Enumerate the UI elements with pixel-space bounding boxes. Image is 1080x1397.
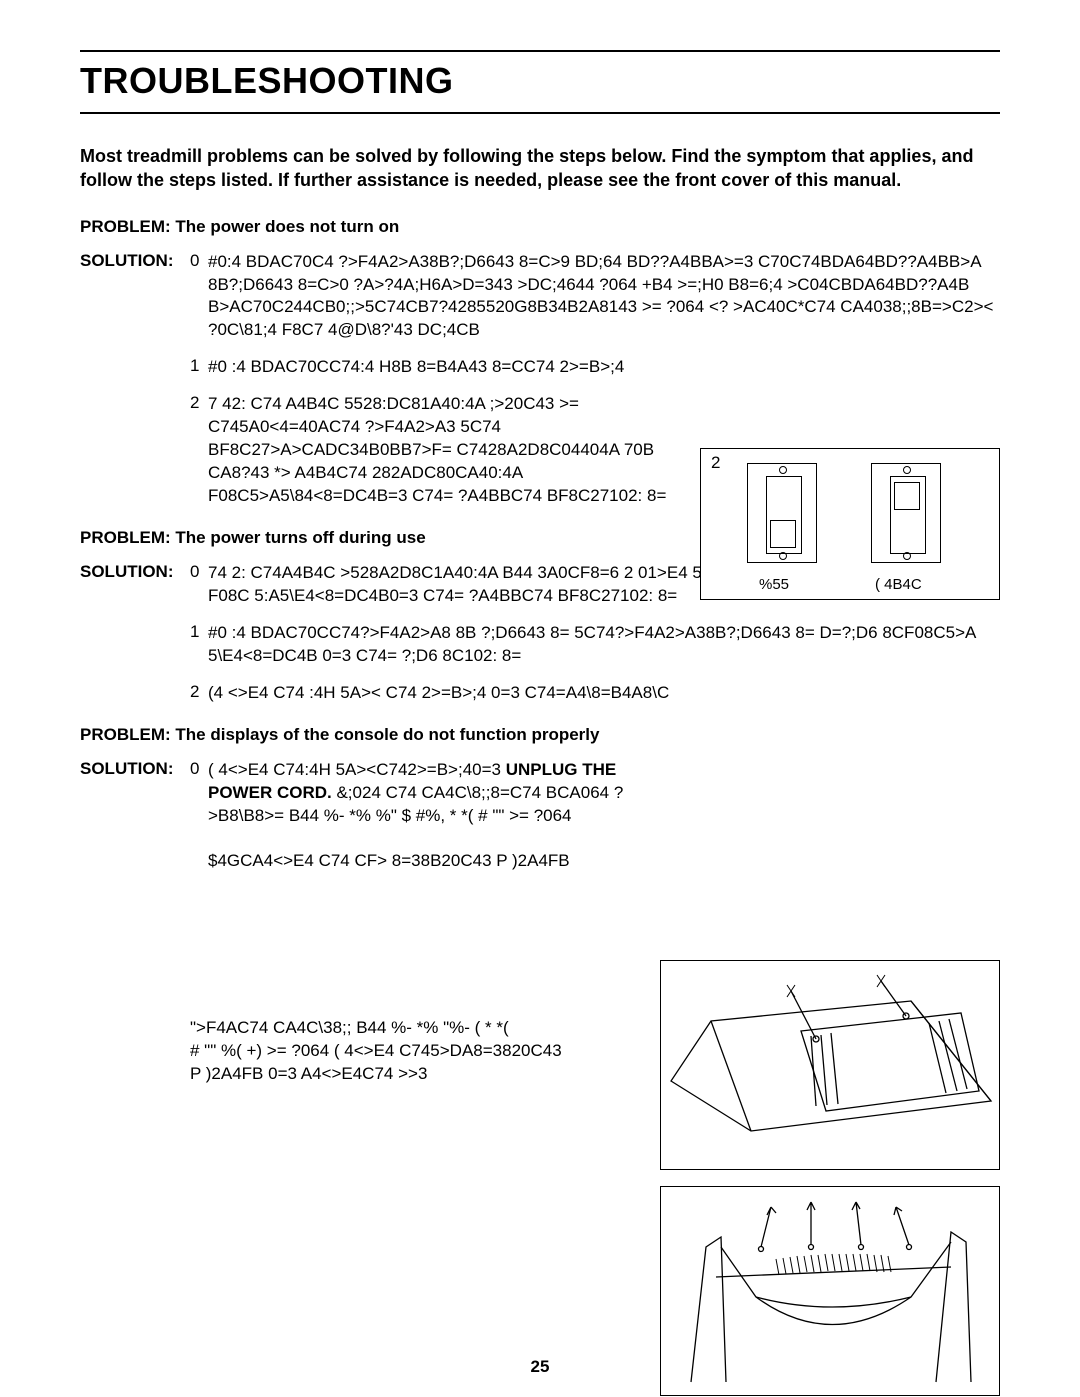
switch-reset-label: ( 4B4C xyxy=(875,576,922,593)
solution-num: 0 xyxy=(190,562,202,608)
figure-switch: 2 %55 ( 4B4C xyxy=(700,448,1000,600)
solution-pre: ( 4<>E4 C74:4H 5A><C742>=B>;40=3 xyxy=(208,760,506,779)
solution-label: SOLUTION: xyxy=(80,759,190,874)
solution-num: 2 xyxy=(190,393,202,508)
page-number: 25 xyxy=(0,1357,1080,1377)
figure-underside xyxy=(660,960,1000,1170)
problem-heading: PROBLEM: The power does not turn on xyxy=(80,217,1000,237)
page-title: TROUBLESHOOTING xyxy=(80,60,1000,102)
solution-extra: ">F4AC74 CA4C\38;; B44 %- *% "%- ( * *( … xyxy=(190,1017,640,1086)
solution-num: 0 xyxy=(190,759,202,874)
solution-text: ( 4<>E4 C74:4H 5A><C742>=B>;40=3 UNPLUG … xyxy=(208,759,640,874)
solution-text: 7 42: C74 A4B4C 5528:DC81A40:4A ;>20C43 … xyxy=(208,393,680,508)
solution-text: #0 :4 BDAC70CC74:4 H8B 8=B4A43 8=CC74 2>… xyxy=(208,356,1000,379)
solution-num: 2 xyxy=(190,682,202,705)
switch-off-label: %55 xyxy=(759,576,789,593)
solution-num: 1 xyxy=(190,356,202,379)
intro-text: Most treadmill problems can be solved by… xyxy=(80,144,1000,193)
problem-heading: PROBLEM: The displays of the console do … xyxy=(80,725,1000,745)
figure-label-c: 2 xyxy=(711,453,720,473)
switch-on-icon xyxy=(871,463,941,563)
solution-label: SOLUTION: xyxy=(80,562,190,608)
solution-text: (4 <>E4 C74 :4H 5A>< C74 2>=B>;4 0=3 C74… xyxy=(208,682,1000,705)
solution-label: SOLUTION: xyxy=(80,251,190,343)
solution-text: #0:4 BDAC70C4 ?>F4A2>A38B?;D6643 8=C>9 B… xyxy=(208,251,1000,343)
solution-text: #0 :4 BDAC70CC74?>F4A2>A8 8B ?;D6643 8= … xyxy=(208,622,1000,668)
solution-num: 1 xyxy=(190,622,202,668)
solution-num: 0 xyxy=(190,251,202,343)
switch-off-icon xyxy=(747,463,817,563)
